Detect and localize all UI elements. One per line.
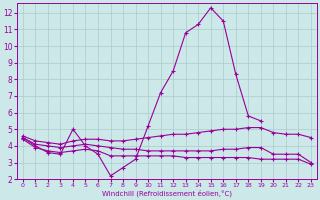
X-axis label: Windchill (Refroidissement éolien,°C): Windchill (Refroidissement éolien,°C) — [102, 190, 232, 197]
